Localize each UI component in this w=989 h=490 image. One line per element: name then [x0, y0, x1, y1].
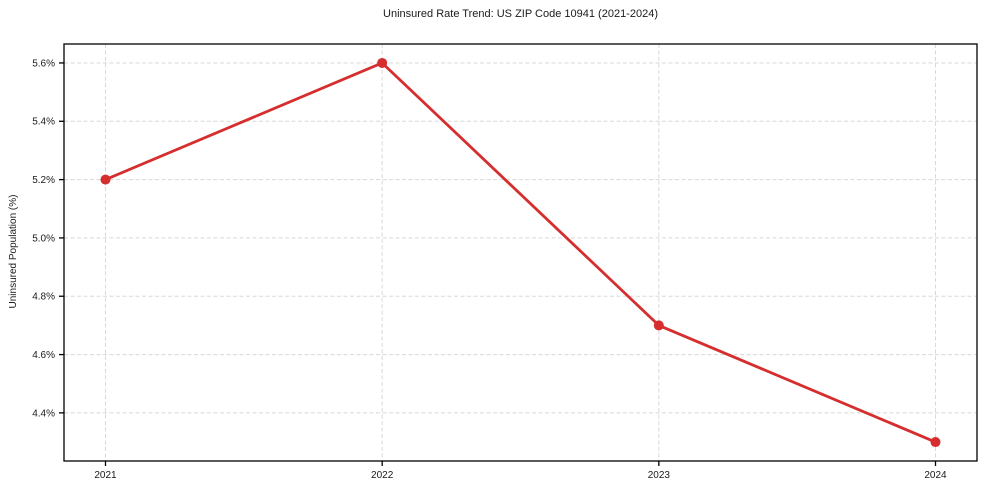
data-point-marker	[100, 174, 111, 185]
data-point-marker	[377, 57, 388, 68]
y-tick-label: 5.6%	[32, 58, 55, 69]
data-point-marker	[653, 320, 664, 331]
y-tick-label: 4.8%	[32, 292, 55, 303]
x-tick-label: 2023	[648, 470, 671, 481]
chart-title: Uninsured Rate Trend: US ZIP Code 10941 …	[383, 8, 658, 20]
y-tick-label: 5.2%	[32, 175, 55, 186]
y-axis-label: Uninsured Population (%)	[8, 194, 19, 309]
y-tick-label: 4.4%	[32, 408, 55, 419]
y-tick-label: 4.6%	[32, 350, 55, 361]
y-tick-label: 5.4%	[32, 117, 55, 128]
trend-line	[104, 61, 937, 444]
x-tick-label: 2022	[371, 470, 394, 481]
y-tick-label: 5.0%	[32, 233, 55, 244]
x-tick-label: 2021	[94, 470, 117, 481]
axes-box	[63, 43, 978, 462]
x-tick-label: 2024	[924, 470, 947, 481]
data-point-marker	[930, 437, 941, 448]
